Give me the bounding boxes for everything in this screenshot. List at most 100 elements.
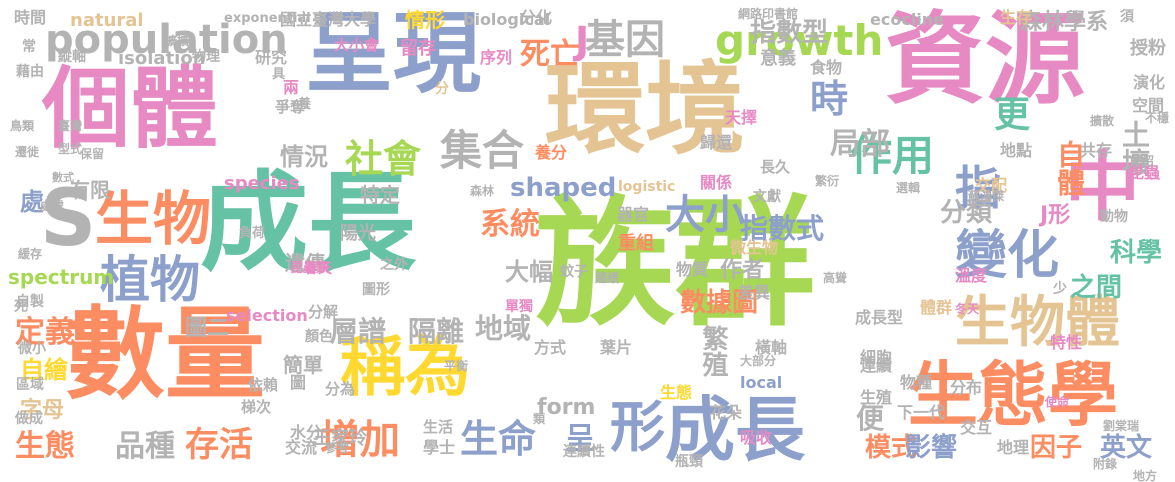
cloud-word: S — [40, 174, 97, 264]
cloud-word: population — [45, 17, 288, 63]
cloud-word: 留存 — [400, 38, 436, 59]
cloud-word: 指 — [955, 161, 1001, 215]
cloud-word: 科學 — [1110, 238, 1163, 268]
cloud-word: 王家玲 — [313, 428, 367, 449]
cloud-word: 分解 — [308, 303, 339, 321]
cloud-word: J形 — [1040, 203, 1071, 228]
cloud-word: 處處 — [40, 199, 65, 213]
cloud-word: 高聳 — [823, 271, 848, 285]
cloud-word: 繁殖 — [698, 325, 728, 377]
cloud-word: 圖二 — [185, 316, 230, 341]
cloud-word: 依賴 — [248, 376, 279, 394]
cloud-word: species — [224, 173, 300, 194]
cloud-word: 分為 — [325, 380, 356, 398]
cloud-word: 形 — [610, 395, 666, 459]
cloud-word: 簡單 — [283, 353, 323, 377]
cloud-word: 稱為 — [340, 330, 471, 405]
cloud-word: 森林 — [470, 184, 495, 198]
cloud-word: 負荷 — [239, 226, 266, 241]
cloud-word: 族群 — [535, 183, 816, 346]
cloud-word: 昆蟲類 — [290, 261, 330, 276]
cloud-word: 交流 — [285, 438, 318, 457]
cloud-word: spectrum — [8, 265, 115, 289]
cloud-word: 關係 — [700, 173, 733, 192]
cloud-word: 區域 — [16, 377, 44, 393]
cloud-word: 層譜 — [330, 315, 387, 348]
cloud-word: 物質 — [676, 260, 709, 279]
cloud-word: 鳥類 — [10, 119, 35, 133]
cloud-word: 分 — [435, 81, 449, 97]
cloud-word: 橫軸 — [755, 338, 788, 357]
cloud-word: 文獻 — [753, 189, 781, 205]
cloud-word: 水分 — [290, 423, 323, 442]
cloud-word: 平衡 — [444, 359, 469, 373]
cloud-word: 地域 — [475, 312, 532, 345]
cloud-word: 因子 — [1030, 433, 1083, 463]
cloud-word: 爭奪 — [275, 98, 306, 116]
cloud-word: 養 — [298, 97, 312, 112]
cloud-word: 交配 — [975, 176, 1008, 195]
cloud-word: 作者 — [720, 258, 765, 283]
cloud-word: selection — [226, 306, 308, 325]
cloud-word: 增加 — [320, 417, 400, 463]
cloud-word: 生態 — [15, 429, 75, 464]
cloud-word: 情形 — [405, 8, 445, 32]
cloud-word: 物理 — [192, 49, 220, 65]
cloud-word: 指數式 — [740, 212, 825, 245]
cloud-word: 劉棠瑞 — [1103, 419, 1140, 433]
cloud-word: J — [575, 19, 590, 63]
cloud-word: 縱軸 — [58, 49, 86, 65]
cloud-word: 保留 — [80, 147, 105, 161]
cloud-word: 方式 — [534, 338, 567, 357]
cloud-word: 繁衍 — [815, 174, 840, 188]
cloud-word: 須 — [1120, 9, 1134, 25]
cloud-word: 成長 — [665, 389, 805, 471]
cloud-word: 數式 — [52, 171, 74, 184]
cloud-word: 網路印書館 — [738, 7, 799, 21]
cloud-word: 生存 — [1000, 8, 1033, 27]
cloud-word: 字母 — [20, 398, 65, 423]
cloud-word: 生命 — [460, 417, 537, 461]
cloud-word: isolation — [118, 48, 206, 69]
cloud-word: 分化 — [520, 8, 553, 27]
cloud-word: 鄭紹 — [1130, 154, 1155, 168]
cloud-word: 成長 — [200, 161, 417, 286]
cloud-word: 不穩 — [1145, 111, 1170, 125]
cloud-word: 大幅 — [505, 258, 553, 286]
cloud-word: 中 — [1065, 143, 1141, 231]
cloud-word: 花朵 — [710, 403, 743, 422]
cloud-word: 冬天 — [955, 302, 980, 316]
cloud-word: 基因 — [585, 17, 665, 63]
cloud-word: 緩存 — [18, 247, 43, 261]
cloud-word: 選輯 — [896, 181, 921, 195]
cloud-word: 動物 — [1100, 209, 1128, 225]
cloud-word: 植物 — [100, 251, 200, 309]
cloud-word: 大部分 — [740, 354, 777, 368]
cloud-word: 地理 — [997, 438, 1030, 457]
cloud-word: 社會 — [345, 137, 422, 181]
cloud-word: 藉由 — [16, 64, 44, 80]
cloud-word: 常 — [22, 39, 36, 55]
cloud-word: 歸還 — [700, 133, 733, 152]
cloud-word: 意義 — [760, 48, 796, 69]
cloud-word: exponential — [224, 11, 311, 26]
cloud-word: 養分 — [535, 143, 568, 162]
cloud-word: 環境 — [545, 51, 745, 168]
cloud-word: 細胞 — [860, 348, 893, 367]
cloud-word: 重組 — [618, 233, 654, 254]
cloud-word: 擴散 — [1090, 114, 1115, 128]
cloud-word: 研究 — [255, 48, 288, 67]
cloud-word: 局部 — [830, 127, 890, 162]
cloud-word: 少 — [1053, 281, 1067, 297]
cloud-word: 大小 — [665, 192, 745, 238]
cloud-word: 定義 — [15, 315, 75, 350]
cloud-word: 類 — [533, 412, 546, 426]
cloud-word: 兩 — [283, 78, 300, 97]
cloud-word: 情況 — [280, 143, 328, 171]
cloud-word: 資源 — [885, 1, 1085, 118]
cloud-word: 授粉 — [1130, 38, 1166, 59]
cloud-word: 梯次 — [241, 398, 272, 416]
cloud-word: 參考 — [325, 441, 350, 455]
cloud-word: 呈 — [565, 422, 595, 457]
